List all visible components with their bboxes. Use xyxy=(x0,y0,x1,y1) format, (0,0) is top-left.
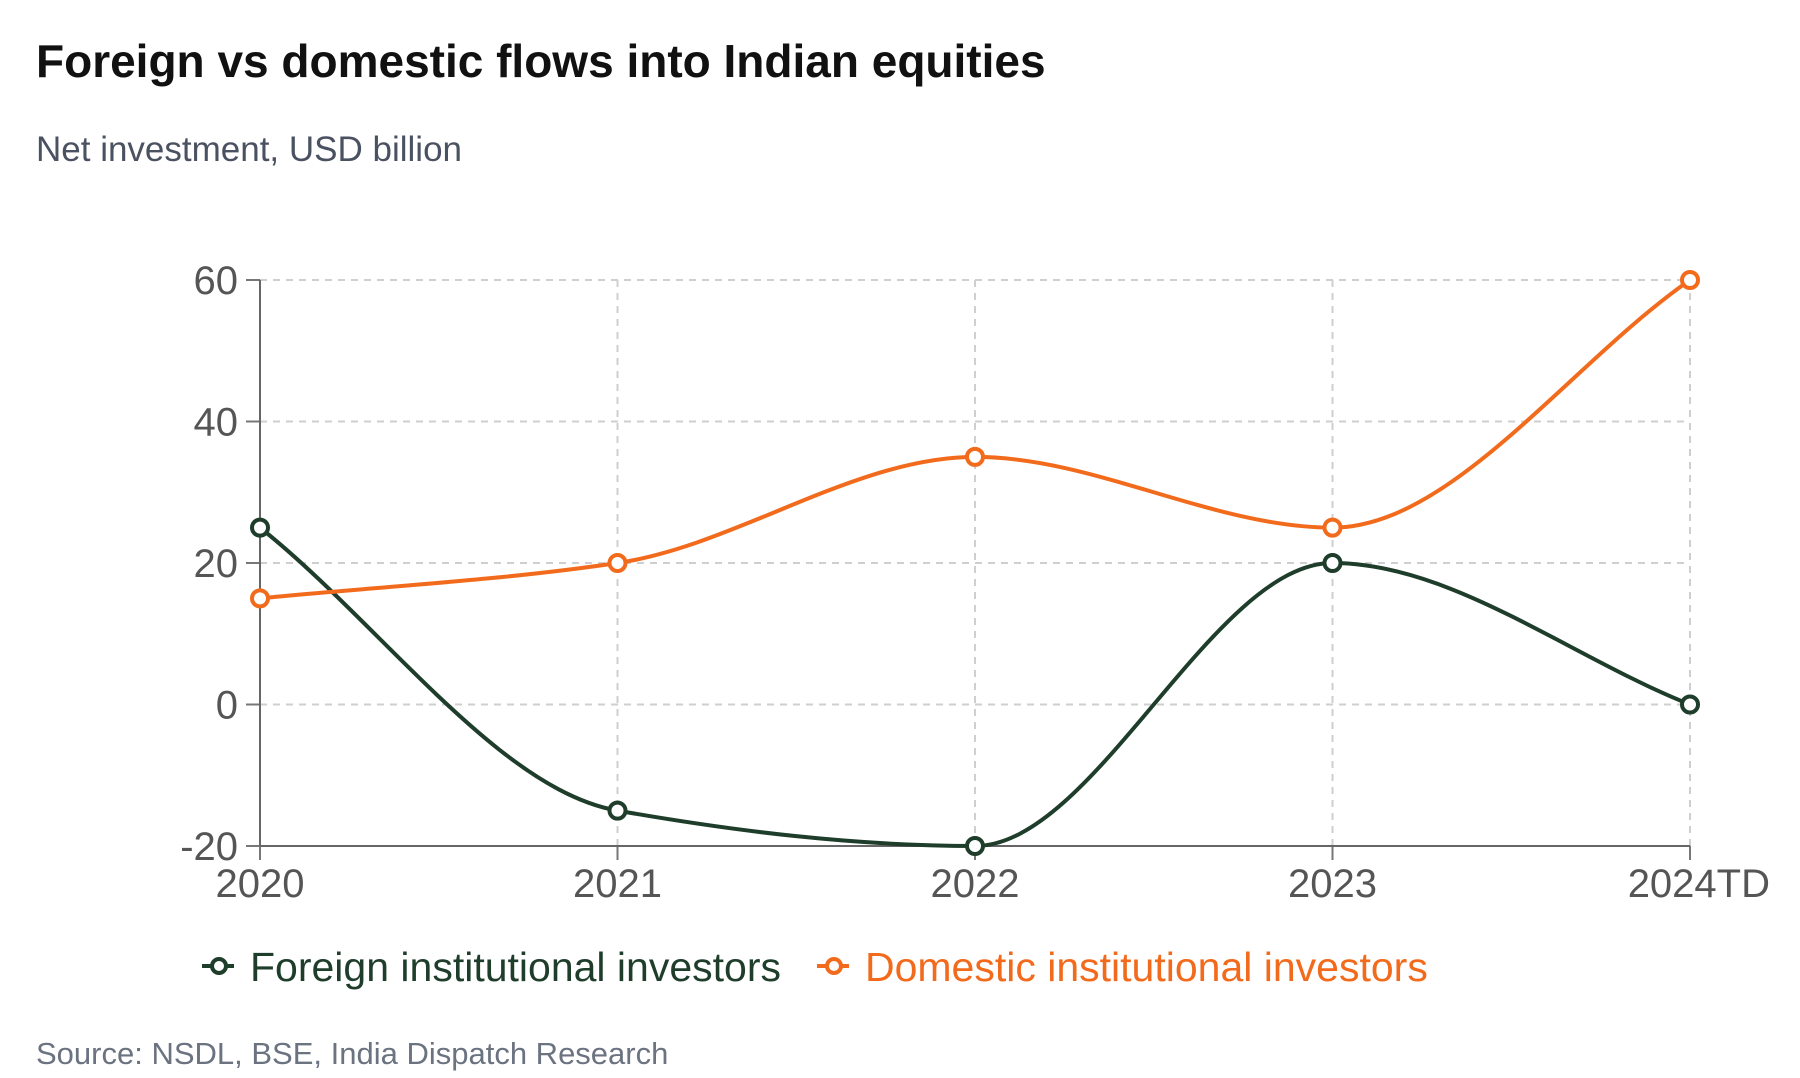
line-chart: -20 0 20 40 60 2020 2021 2022 2023 2024TD Foreig… xyxy=(180,259,1770,990)
y-tick-label: 60 xyxy=(194,259,239,303)
y-tick-label: 20 xyxy=(194,542,239,586)
legend-label: Foreign institutional investors xyxy=(250,944,781,990)
data-points xyxy=(250,270,1700,856)
data-point xyxy=(607,553,628,573)
legend-item-0: Foreign institutional investors xyxy=(202,944,781,990)
data-point xyxy=(965,836,985,856)
data-point xyxy=(250,588,270,609)
legend-item-1: Domestic institutional investors xyxy=(816,944,1428,990)
y-tick-label: 40 xyxy=(194,401,239,445)
data-point xyxy=(1322,553,1343,573)
grid-lines xyxy=(260,279,1691,846)
chart-title: Foreign vs domestic flows into Indian eq… xyxy=(36,35,1046,87)
y-tick-label: 0 xyxy=(216,684,238,728)
data-point xyxy=(1322,517,1343,538)
x-tick-label: 2023 xyxy=(1288,862,1377,906)
x-tick-label: 2020 xyxy=(216,862,305,906)
legend-swatch-marker xyxy=(824,957,843,975)
data-point xyxy=(965,446,985,467)
data-point xyxy=(250,517,270,538)
x-tick-label: 2021 xyxy=(573,862,662,906)
chart-subtitle: Net investment, USD billion xyxy=(36,130,462,169)
legend: Foreign institutional investors Domestic … xyxy=(202,944,1428,990)
x-tick-labels: 2020 2021 2022 2023 2024TD xyxy=(216,862,1770,906)
data-point xyxy=(1680,270,1700,290)
legend-label: Domestic institutional investors xyxy=(865,944,1428,990)
data-point xyxy=(607,800,628,821)
axes xyxy=(246,279,1691,860)
y-tick-labels: -20 0 20 40 60 xyxy=(180,259,238,869)
y-tick-label: -20 xyxy=(180,825,238,869)
legend-swatch-marker xyxy=(210,957,228,975)
data-point xyxy=(1680,694,1700,715)
source-note: Source: NSDL, BSE, India Dispatch Resear… xyxy=(36,1036,669,1071)
x-tick-label: 2022 xyxy=(931,862,1020,906)
x-tick-label: 2024TD xyxy=(1628,862,1770,906)
